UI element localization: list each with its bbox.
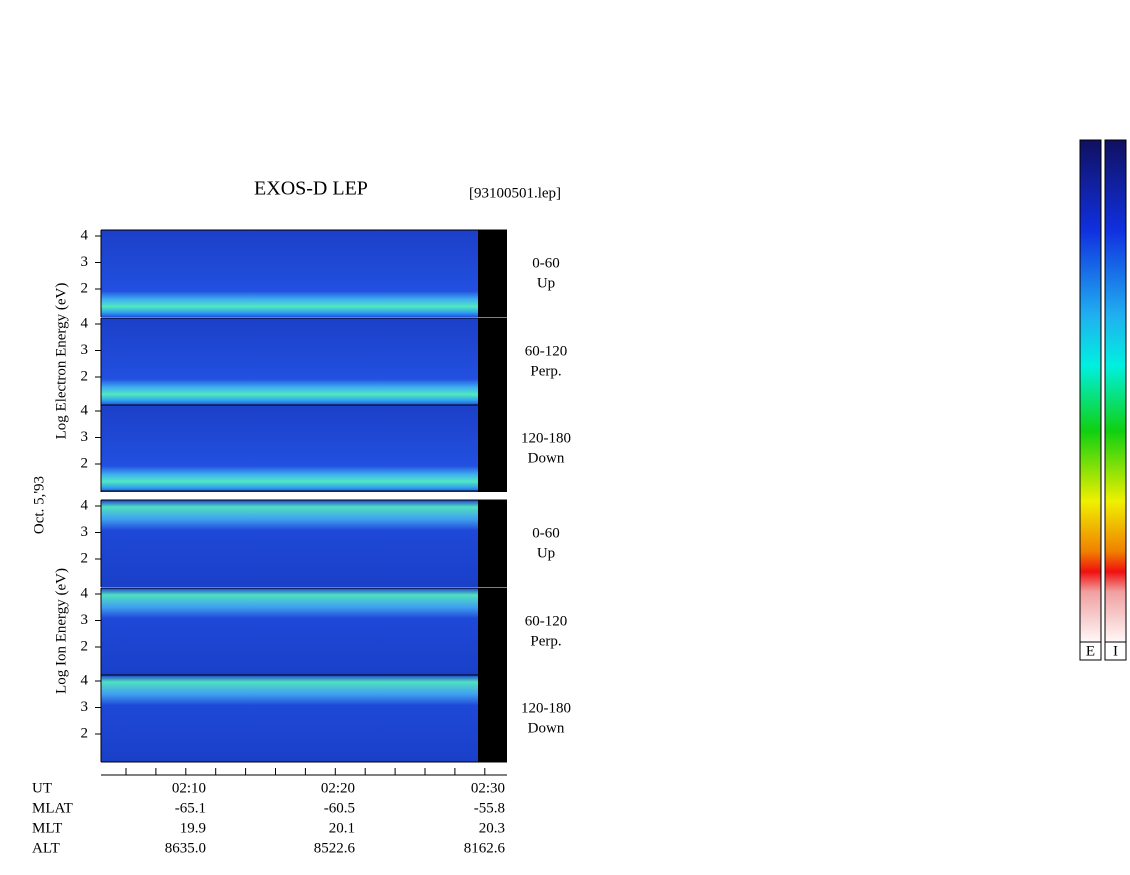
spectrogram <box>101 318 478 405</box>
row-value: 8162.6 <box>464 840 506 856</box>
spectrogram <box>101 675 478 762</box>
angle-label: 120-180 <box>521 700 571 716</box>
color-bar-label-box <box>1104 641 1127 661</box>
direction-label: Up <box>537 545 555 561</box>
color-bar-label-box <box>1079 641 1102 661</box>
angle-label: 60-120 <box>525 343 568 359</box>
no-data-strip <box>478 675 507 762</box>
spectrogram <box>101 230 478 317</box>
row-value: 19.9 <box>180 820 206 836</box>
row-value: 02:30 <box>471 780 505 796</box>
direction-label: Perp. <box>530 363 561 379</box>
row-name: ALT <box>32 840 60 856</box>
row-value: -65.1 <box>175 800 206 816</box>
row-name: UT <box>32 780 52 796</box>
direction-label: Perp. <box>530 633 561 649</box>
spectrogram <box>101 588 478 675</box>
no-data-strip <box>478 405 507 492</box>
row-value: 02:10 <box>172 780 206 796</box>
electron-axis-label: Log Electron Energy (eV) <box>53 283 69 440</box>
row-value: 02:20 <box>321 780 355 796</box>
y-tick-label: 2 <box>81 455 89 471</box>
row-name: MLAT <box>32 800 73 816</box>
spectrogram <box>101 405 478 492</box>
y-tick-label: 2 <box>81 725 89 741</box>
y-tick-label: 3 <box>81 612 89 628</box>
direction-label: Up <box>537 275 555 291</box>
angle-label: 0-60 <box>532 525 560 541</box>
y-tick-label: 2 <box>81 638 89 654</box>
direction-label: Down <box>528 450 565 466</box>
title: EXOS-D LEP <box>254 178 368 200</box>
y-tick-label: 4 <box>81 585 89 601</box>
row-value: 8635.0 <box>165 840 206 856</box>
color-bar-label: I <box>1113 643 1118 659</box>
y-tick-label: 2 <box>81 550 89 566</box>
no-data-strip <box>478 588 507 675</box>
row-value: -55.8 <box>474 800 505 816</box>
file-name: [93100501.lep] <box>469 185 561 201</box>
y-tick-label: 3 <box>81 254 89 270</box>
no-data-strip <box>478 230 507 317</box>
y-tick-label: 2 <box>81 280 89 296</box>
row-value: 20.3 <box>479 820 505 836</box>
y-tick-label: 4 <box>81 227 89 243</box>
y-tick-label: 3 <box>81 699 89 715</box>
row-value: -60.5 <box>324 800 355 816</box>
color-bar-label: E <box>1086 643 1095 659</box>
color-bar <box>1079 139 1102 643</box>
direction-label: Down <box>528 720 565 736</box>
y-tick-label: 4 <box>81 315 89 331</box>
angle-label: 0-60 <box>532 255 560 271</box>
y-tick-label: 3 <box>81 429 89 445</box>
no-data-strip <box>478 500 507 587</box>
date-label: Oct. 5,'93 <box>31 476 47 534</box>
y-tick-label: 4 <box>81 672 89 688</box>
angle-label: 60-120 <box>525 613 568 629</box>
y-tick-label: 4 <box>81 497 89 513</box>
y-tick-label: 3 <box>81 524 89 540</box>
y-tick-label: 3 <box>81 342 89 358</box>
angle-label: 120-180 <box>521 430 571 446</box>
row-value: 8522.6 <box>314 840 356 856</box>
spectrogram <box>101 500 478 587</box>
row-name: MLT <box>32 820 62 836</box>
y-tick-label: 2 <box>81 368 89 384</box>
no-data-strip <box>478 318 507 405</box>
y-tick-label: 4 <box>81 402 89 418</box>
color-bar <box>1104 139 1127 643</box>
row-value: 20.1 <box>329 820 355 836</box>
ion-axis-label: Log Ion Energy (eV) <box>53 568 69 694</box>
